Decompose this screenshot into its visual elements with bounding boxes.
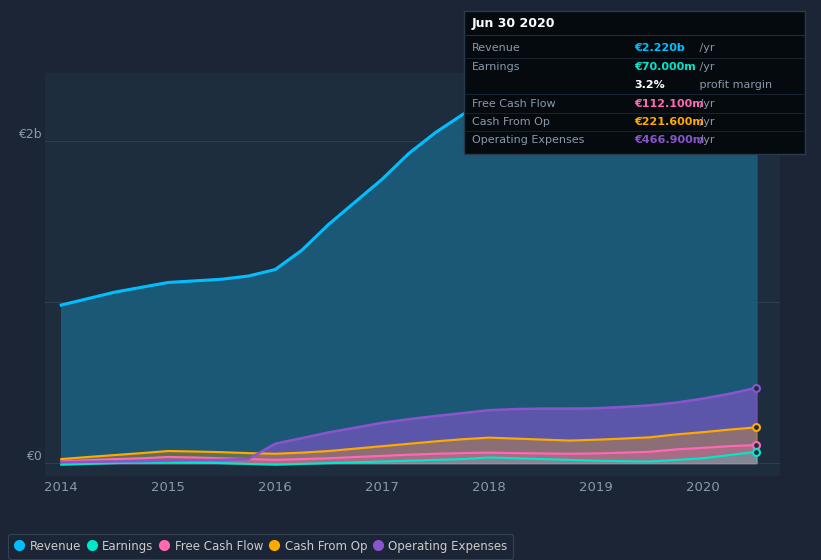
Text: profit margin: profit margin	[695, 80, 772, 90]
Text: Jun 30 2020: Jun 30 2020	[472, 17, 556, 30]
Text: Free Cash Flow: Free Cash Flow	[472, 99, 556, 109]
Text: €70.000m: €70.000m	[635, 62, 696, 72]
Text: €221.600m: €221.600m	[635, 117, 704, 127]
Text: €2.220b: €2.220b	[635, 43, 685, 53]
Text: /yr: /yr	[695, 99, 714, 109]
Text: Operating Expenses: Operating Expenses	[472, 136, 585, 146]
Text: €2b: €2b	[18, 128, 42, 141]
Text: /yr: /yr	[695, 43, 714, 53]
Text: €112.100m: €112.100m	[635, 99, 704, 109]
Text: 3.2%: 3.2%	[635, 80, 665, 90]
Text: €466.900m: €466.900m	[635, 136, 704, 146]
Text: /yr: /yr	[695, 117, 714, 127]
Text: /yr: /yr	[695, 62, 714, 72]
Text: €0: €0	[25, 450, 42, 463]
Text: Revenue: Revenue	[472, 43, 521, 53]
Legend: Revenue, Earnings, Free Cash Flow, Cash From Op, Operating Expenses: Revenue, Earnings, Free Cash Flow, Cash …	[8, 534, 513, 559]
Text: /yr: /yr	[695, 136, 714, 146]
Text: Cash From Op: Cash From Op	[472, 117, 550, 127]
Text: Earnings: Earnings	[472, 62, 521, 72]
